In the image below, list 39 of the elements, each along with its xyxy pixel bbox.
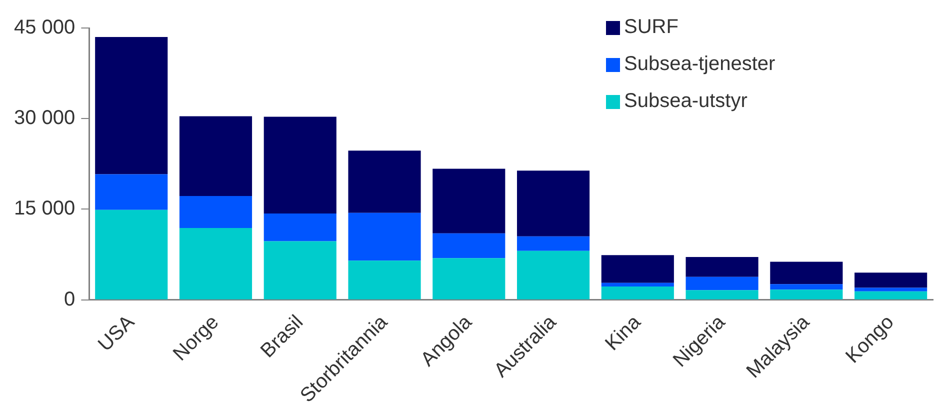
y-tick-label: 0 — [64, 288, 76, 310]
bar — [516, 236, 590, 251]
bar — [516, 170, 590, 236]
bar — [516, 250, 590, 300]
bar — [348, 260, 421, 300]
bar — [601, 255, 674, 283]
bar — [95, 210, 168, 300]
bar — [264, 241, 336, 300]
y-tick-label: 15 000 — [14, 198, 76, 220]
bar — [686, 256, 758, 277]
bar — [348, 150, 421, 213]
bar — [348, 212, 421, 261]
y-tick-label: 30 000 — [14, 107, 76, 130]
bar — [770, 284, 843, 290]
bar — [179, 196, 252, 228]
legend-label: Subsea-utstyr — [624, 90, 748, 113]
bar — [854, 288, 928, 292]
bar — [264, 116, 336, 214]
bar — [264, 213, 336, 242]
x-tick-label: USA — [94, 310, 140, 356]
bar — [432, 233, 506, 258]
bar — [854, 291, 928, 300]
bar — [770, 262, 843, 284]
bar — [686, 276, 758, 290]
bar — [432, 168, 506, 234]
bar — [854, 272, 928, 288]
bar — [601, 282, 674, 287]
legend-label: Subsea-tjenester — [624, 53, 776, 76]
legend-label: SURF — [624, 16, 678, 39]
y-tick-label: 45 000 — [14, 16, 76, 39]
bar — [686, 290, 758, 300]
bar — [179, 228, 252, 300]
bar — [601, 286, 674, 300]
bar — [432, 258, 506, 300]
bar — [770, 290, 843, 300]
x-tick-label: Kina — [601, 310, 646, 356]
bar — [95, 37, 168, 174]
bar — [95, 174, 168, 210]
bar — [179, 116, 252, 196]
